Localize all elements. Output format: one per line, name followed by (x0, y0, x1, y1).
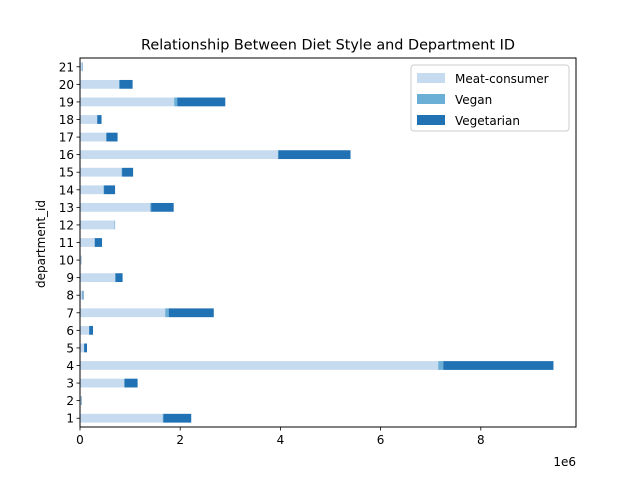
bar-vegetarian-18 (97, 115, 102, 124)
x-offset-label: 1e6 (553, 455, 576, 469)
bar-vegetarian-9 (115, 273, 123, 283)
legend-label-meat-consumer: Meat-consumer (455, 72, 549, 86)
x-axis: 0 2 4 6 8 (76, 427, 485, 447)
bar-vegetarian-13 (151, 202, 174, 212)
x-tick-label-4: 4 (277, 433, 285, 447)
bar-vegetarian-16 (278, 150, 351, 160)
y-tick-label-16: 16 (59, 148, 74, 162)
legend-swatch-vegetarian (417, 115, 445, 125)
bar-vegan-1 (162, 413, 164, 423)
bar-meat-consumer-10 (80, 255, 82, 265)
y-tick-label-20: 20 (59, 78, 74, 92)
y-tick-label-12: 12 (59, 218, 74, 232)
bar-vegetarian-11 (94, 238, 103, 247)
bar-vegetarian-1 (163, 413, 192, 423)
y-tick-label-1: 1 (66, 412, 74, 426)
bar-meat-consumer-19 (80, 97, 175, 107)
bar-vegan-14 (103, 185, 105, 195)
y-tick-label-4: 4 (66, 359, 74, 373)
bar-meat-consumer-4 (80, 361, 439, 370)
bar-vegan-19 (174, 97, 178, 107)
bar-vegetarian-14 (104, 185, 116, 195)
bar-vegetarian-4 (443, 361, 554, 370)
bar-vegan-13 (150, 202, 152, 212)
bar-meat-consumer-15 (80, 167, 122, 177)
legend-swatch-meat-consumer (417, 73, 445, 83)
y-tick-label-8: 8 (66, 289, 74, 303)
x-tick-label-2: 2 (176, 433, 184, 447)
y-tick-label-19: 19 (59, 95, 74, 109)
bar-meat-consumer-8 (80, 290, 83, 300)
bar-vegetarian-8 (82, 290, 84, 300)
y-tick-label-14: 14 (59, 183, 74, 197)
bar-meat-consumer-20 (80, 79, 120, 89)
y-tick-label-7: 7 (66, 306, 74, 320)
y-tick-label-11: 11 (59, 236, 74, 250)
bar-vegetarian-20 (119, 79, 133, 89)
bar-meat-consumer-12 (80, 220, 115, 230)
y-tick-label-5: 5 (66, 341, 74, 355)
plot-frame (79, 57, 577, 428)
y-tick-label-2: 2 (66, 394, 74, 408)
bar-meat-consumer-9 (80, 273, 116, 283)
bar-vegetarian-7 (168, 308, 214, 318)
legend: Meat-consumer Vegan Vegetarian (410, 64, 570, 132)
y-axis-label: department_id (34, 200, 48, 288)
bar-vegan-4 (438, 361, 444, 370)
x-tick-label-0: 0 (76, 433, 84, 447)
bar-meat-consumer-7 (80, 308, 166, 318)
bar-meat-consumer-16 (80, 150, 278, 160)
y-tick-label-3: 3 (66, 377, 74, 391)
bar-vegetarian-15 (122, 167, 134, 177)
bar-vegan-7 (165, 308, 169, 318)
y-tick-label-15: 15 (59, 166, 74, 180)
bar-meat-consumer-2 (80, 396, 82, 406)
bar-vegetarian-17 (106, 132, 118, 142)
y-tick-label-17: 17 (59, 131, 74, 145)
legend-box (410, 64, 570, 132)
bar-meat-consumer-1 (80, 413, 163, 423)
bar-meat-consumer-14 (80, 185, 104, 195)
bar-vegetarian-19 (177, 97, 226, 107)
bar-vegan-15 (121, 167, 123, 177)
bar-meat-consumer-18 (80, 115, 98, 124)
y-tick-label-18: 18 (59, 113, 74, 127)
bar-vegan-9 (115, 273, 116, 283)
chart-title: Relationship Between Diet Style and Depa… (141, 38, 515, 54)
legend-swatch-vegan (417, 94, 445, 104)
bar-meat-consumer-5 (80, 343, 85, 353)
x-tick-label-6: 6 (377, 433, 385, 447)
bar-vegan-16 (277, 150, 279, 160)
bar-vegetarian-3 (124, 378, 138, 388)
bar-vegan-17 (106, 132, 107, 142)
legend-label-vegetarian: Vegetarian (455, 114, 520, 128)
bar-vegan-20 (119, 79, 120, 89)
y-tick-label-21: 21 (59, 60, 74, 74)
bar-vegan-3 (124, 378, 125, 388)
bar-vegetarian-6 (89, 325, 94, 335)
y-tick-label-6: 6 (66, 324, 74, 338)
bar-meat-consumer-11 (80, 238, 95, 247)
bars-group (80, 62, 554, 423)
x-tick-label-8: 8 (477, 433, 485, 447)
bar-meat-consumer-21 (80, 62, 83, 72)
bar-vegetarian-5 (84, 343, 88, 353)
bar-meat-consumer-13 (80, 202, 151, 212)
bar-meat-consumer-3 (80, 378, 125, 388)
y-tick-label-13: 13 (59, 201, 74, 215)
y-tick-label-10: 10 (59, 254, 74, 268)
bar-meat-consumer-17 (80, 132, 107, 142)
legend-label-vegan: Vegan (455, 93, 492, 107)
y-tick-label-9: 9 (66, 271, 74, 285)
bar-meat-consumer-6 (80, 325, 90, 335)
